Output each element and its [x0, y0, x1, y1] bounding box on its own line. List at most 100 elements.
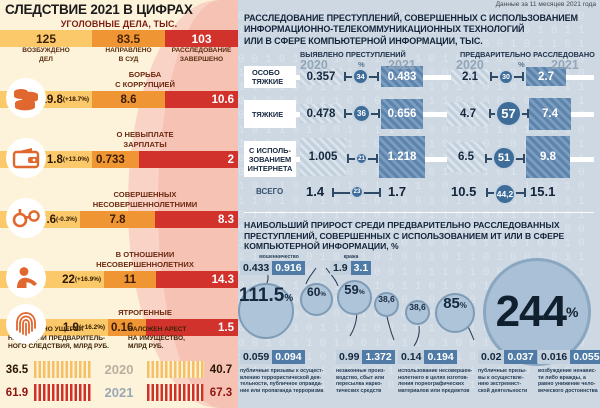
dash-t-b-right — [515, 192, 525, 194]
connector-mid-3 — [425, 157, 451, 162]
date-note: Данные за 11 месяцев 2021 года — [495, 1, 596, 8]
right-title-line1: РАССЛЕДОВАНИЕ ПРЕСТУПЛЕНИЙ, СОВЕРШЕННЫХ … — [244, 13, 578, 23]
pct-especially-grave-investigated: 30 — [498, 69, 514, 85]
tick-b2-right — [527, 109, 529, 118]
caption-drugs-l2: водство, сбыт или — [336, 374, 385, 381]
caption-terrorism-l4: ние или пропаганда терроризма — [240, 387, 324, 394]
tick-a3-right — [376, 154, 378, 163]
wages-to-court: 0.733 — [92, 151, 139, 168]
bubble-fraud-growth: 111.5% — [238, 283, 294, 339]
summary-label-completed-line1: РАССЛЕДОВАНИЕ — [171, 47, 232, 54]
year-label-2021: 2021 — [104, 385, 134, 400]
caption-fraud: мошенничество — [259, 254, 299, 260]
against-minors-opened-delta: (+16.9%) — [74, 276, 101, 283]
caption-porn-l1: использование несовершен- — [398, 368, 473, 374]
hatred-2021: 0.055 — [570, 350, 600, 364]
dash-b3-left — [485, 158, 492, 160]
right-title-2-line3: КОМПЬЮТЕРНОЙ ИНФОРМАЦИИ, % — [244, 241, 399, 252]
caption-porn-l2: нолетнего в целях изготов- — [398, 374, 469, 381]
tick-b1-right — [522, 72, 524, 81]
caption-porn-l3: ления порнографических — [398, 381, 465, 388]
left-subtitle: УГОЛОВНЫЕ ДЕЛА, ТЫС. — [60, 19, 178, 29]
by-minors-completed: 8.3 — [155, 211, 238, 228]
bubble-59-pct: % — [358, 289, 365, 296]
bubble-85-value: 85 — [443, 295, 460, 312]
tick-b2-left — [489, 109, 491, 118]
caption-drugs-l3: пересылка нарко- — [336, 381, 383, 388]
year-label-2020: 2020 — [104, 362, 134, 377]
bubble-38-6-b: 38,6 — [405, 300, 430, 325]
tick-t-a-left — [332, 188, 334, 197]
bubble-244-pct: % — [565, 304, 579, 320]
connector-mid-2 — [423, 112, 451, 117]
by-minors-opened-delta: (-0.3%) — [56, 216, 77, 223]
damages-2020-value: 36.5 — [5, 363, 29, 376]
dash-b1-right — [513, 76, 523, 78]
tick-t-b-left — [486, 188, 488, 197]
grave-detected-2020: 0.478 — [300, 104, 342, 123]
right-title-2-line2: ПРЕСТУПЛЕНИЙ, СОВЕРШЕННЫХ С ИСПОЛЬЗОВАНИ… — [244, 230, 565, 241]
section-divider — [244, 212, 594, 213]
damages-recovered-line3: НОГО СЛЕДСТВИЯ, МЛРД РУБ. — [8, 343, 109, 351]
grave-investigated-2020: 4.7 — [447, 102, 489, 126]
damages-recovered-line1: ВОЗМЕЩЕНО УЩЕРБА — [8, 326, 84, 333]
wallet-icon — [6, 138, 46, 178]
terrorism-2020: 0.059 — [240, 350, 273, 364]
internet-detected-2021: 1.218 — [379, 136, 425, 178]
summary-header-values: 125 83.5 103 — [0, 30, 238, 47]
summary-label-to-court-line1: НАПРАВЛЕНО — [105, 47, 152, 54]
category-iatrogenic-label-line2: ЯТРОГЕННЫЕ — [118, 308, 172, 317]
summary-label-completed: РАССЛЕДОВАНИЕ ЗАВЕРШЕНО — [165, 47, 238, 69]
fraud-2021: 0.916 — [272, 261, 305, 275]
row-internet: С ИСПОЛЬ- ЗОВАНИЕМ ИНТЕРНЕТА 1.005 21 1.… — [238, 136, 600, 180]
year-head-a-2020: 2020 — [300, 58, 328, 72]
handcuffs-icon — [6, 198, 46, 238]
drugs-2021: 1.372 — [362, 350, 395, 364]
pair-hatred: 0.016 0.055 — [538, 350, 600, 364]
total-investigated-2021: 15.1 — [530, 184, 556, 199]
caption-extremism-l2: вы к осуществле- — [478, 374, 524, 381]
especially-grave-detected-2020: 0.357 — [300, 68, 342, 85]
dash-t-a-left — [332, 192, 352, 194]
fraud-2020: 0.433 — [240, 261, 273, 275]
caption-drugs: незаконные произ- водство, сбыт или пере… — [336, 368, 396, 394]
total-investigated-2020: 10.5 — [451, 184, 477, 199]
bubble-59: 59% — [337, 280, 372, 315]
dash-a2-right — [370, 113, 379, 115]
row-label-grave-line1: ТЯЖКИЕ — [252, 109, 284, 119]
tick-a2-left — [344, 109, 346, 118]
bubble-244-value: 244 — [495, 287, 567, 336]
bubble-59-value: 59 — [344, 282, 359, 297]
especially-grave-detected-2021: 0.483 — [381, 66, 423, 87]
summary-label-opened: ВОЗБУЖДЕНО ДЕЛ — [0, 47, 92, 69]
bubble-60: 60% — [300, 283, 333, 316]
category-wages-label-line1: О НЕВЫПЛАТЕ — [116, 130, 174, 139]
row-label-grave: ТЯЖКИЕ — [244, 100, 296, 128]
hatred-2020: 0.016 — [538, 350, 571, 364]
especially-grave-investigated-2020: 2.1 — [451, 69, 489, 84]
pct-especially-grave-detected: 34 — [352, 68, 369, 85]
porn-2021: 0.194 — [424, 350, 457, 364]
caption-extremism-l1: публичные призы- — [478, 368, 527, 374]
year-head-b-2021: 2021 — [551, 58, 579, 72]
year-head-a-2021: 2021 — [388, 58, 416, 72]
corruption-to-court: 8.6 — [92, 91, 165, 108]
row-label-internet-line1: С ИСПОЛЬ- — [249, 145, 291, 155]
dash-b1-left — [490, 76, 499, 78]
summary-label-to-court-line2: В СУД — [118, 55, 139, 63]
row-label-internet: С ИСПОЛЬ- ЗОВАНИЕМ ИНТЕРНЕТА — [244, 141, 296, 177]
property-seized-label: НАЛОЖЕН АРЕСТ НА ИМУЩЕСТВО, МЛРД РУБ. — [128, 326, 233, 352]
right-title-2: НАИБОЛЬШИЙ ПРИРОСТ СРЕДИ ПРЕДВАРИТЕЛЬНО … — [244, 220, 596, 252]
caption-terrorism-l3: тельности, публичное оправда- — [240, 381, 323, 388]
tick-b3-left — [485, 154, 487, 163]
pair-extremism: 0.02 0.037 — [478, 350, 537, 364]
category-against-minors-label: В ОТНОШЕНИИ НЕСОВЕРШЕННОЛЕТНИХ — [52, 250, 238, 269]
caption-terrorism-l1: публичные призывы к осущест- — [240, 368, 324, 374]
caption-porn-l4: материалов или предметов — [398, 387, 470, 394]
bubble-fraud-growth-value: 111.5 — [238, 285, 285, 306]
bubble-38-6-a: 38,6 — [374, 292, 399, 317]
against-minors-opened-value: 22 — [62, 273, 75, 286]
column-header-investigated: ПРЕДВАРИТЕЛЬНО РАССЛЕДОВАНО — [460, 50, 595, 59]
dash-t-b-left — [486, 192, 496, 194]
dash-t-a-right — [363, 192, 381, 194]
